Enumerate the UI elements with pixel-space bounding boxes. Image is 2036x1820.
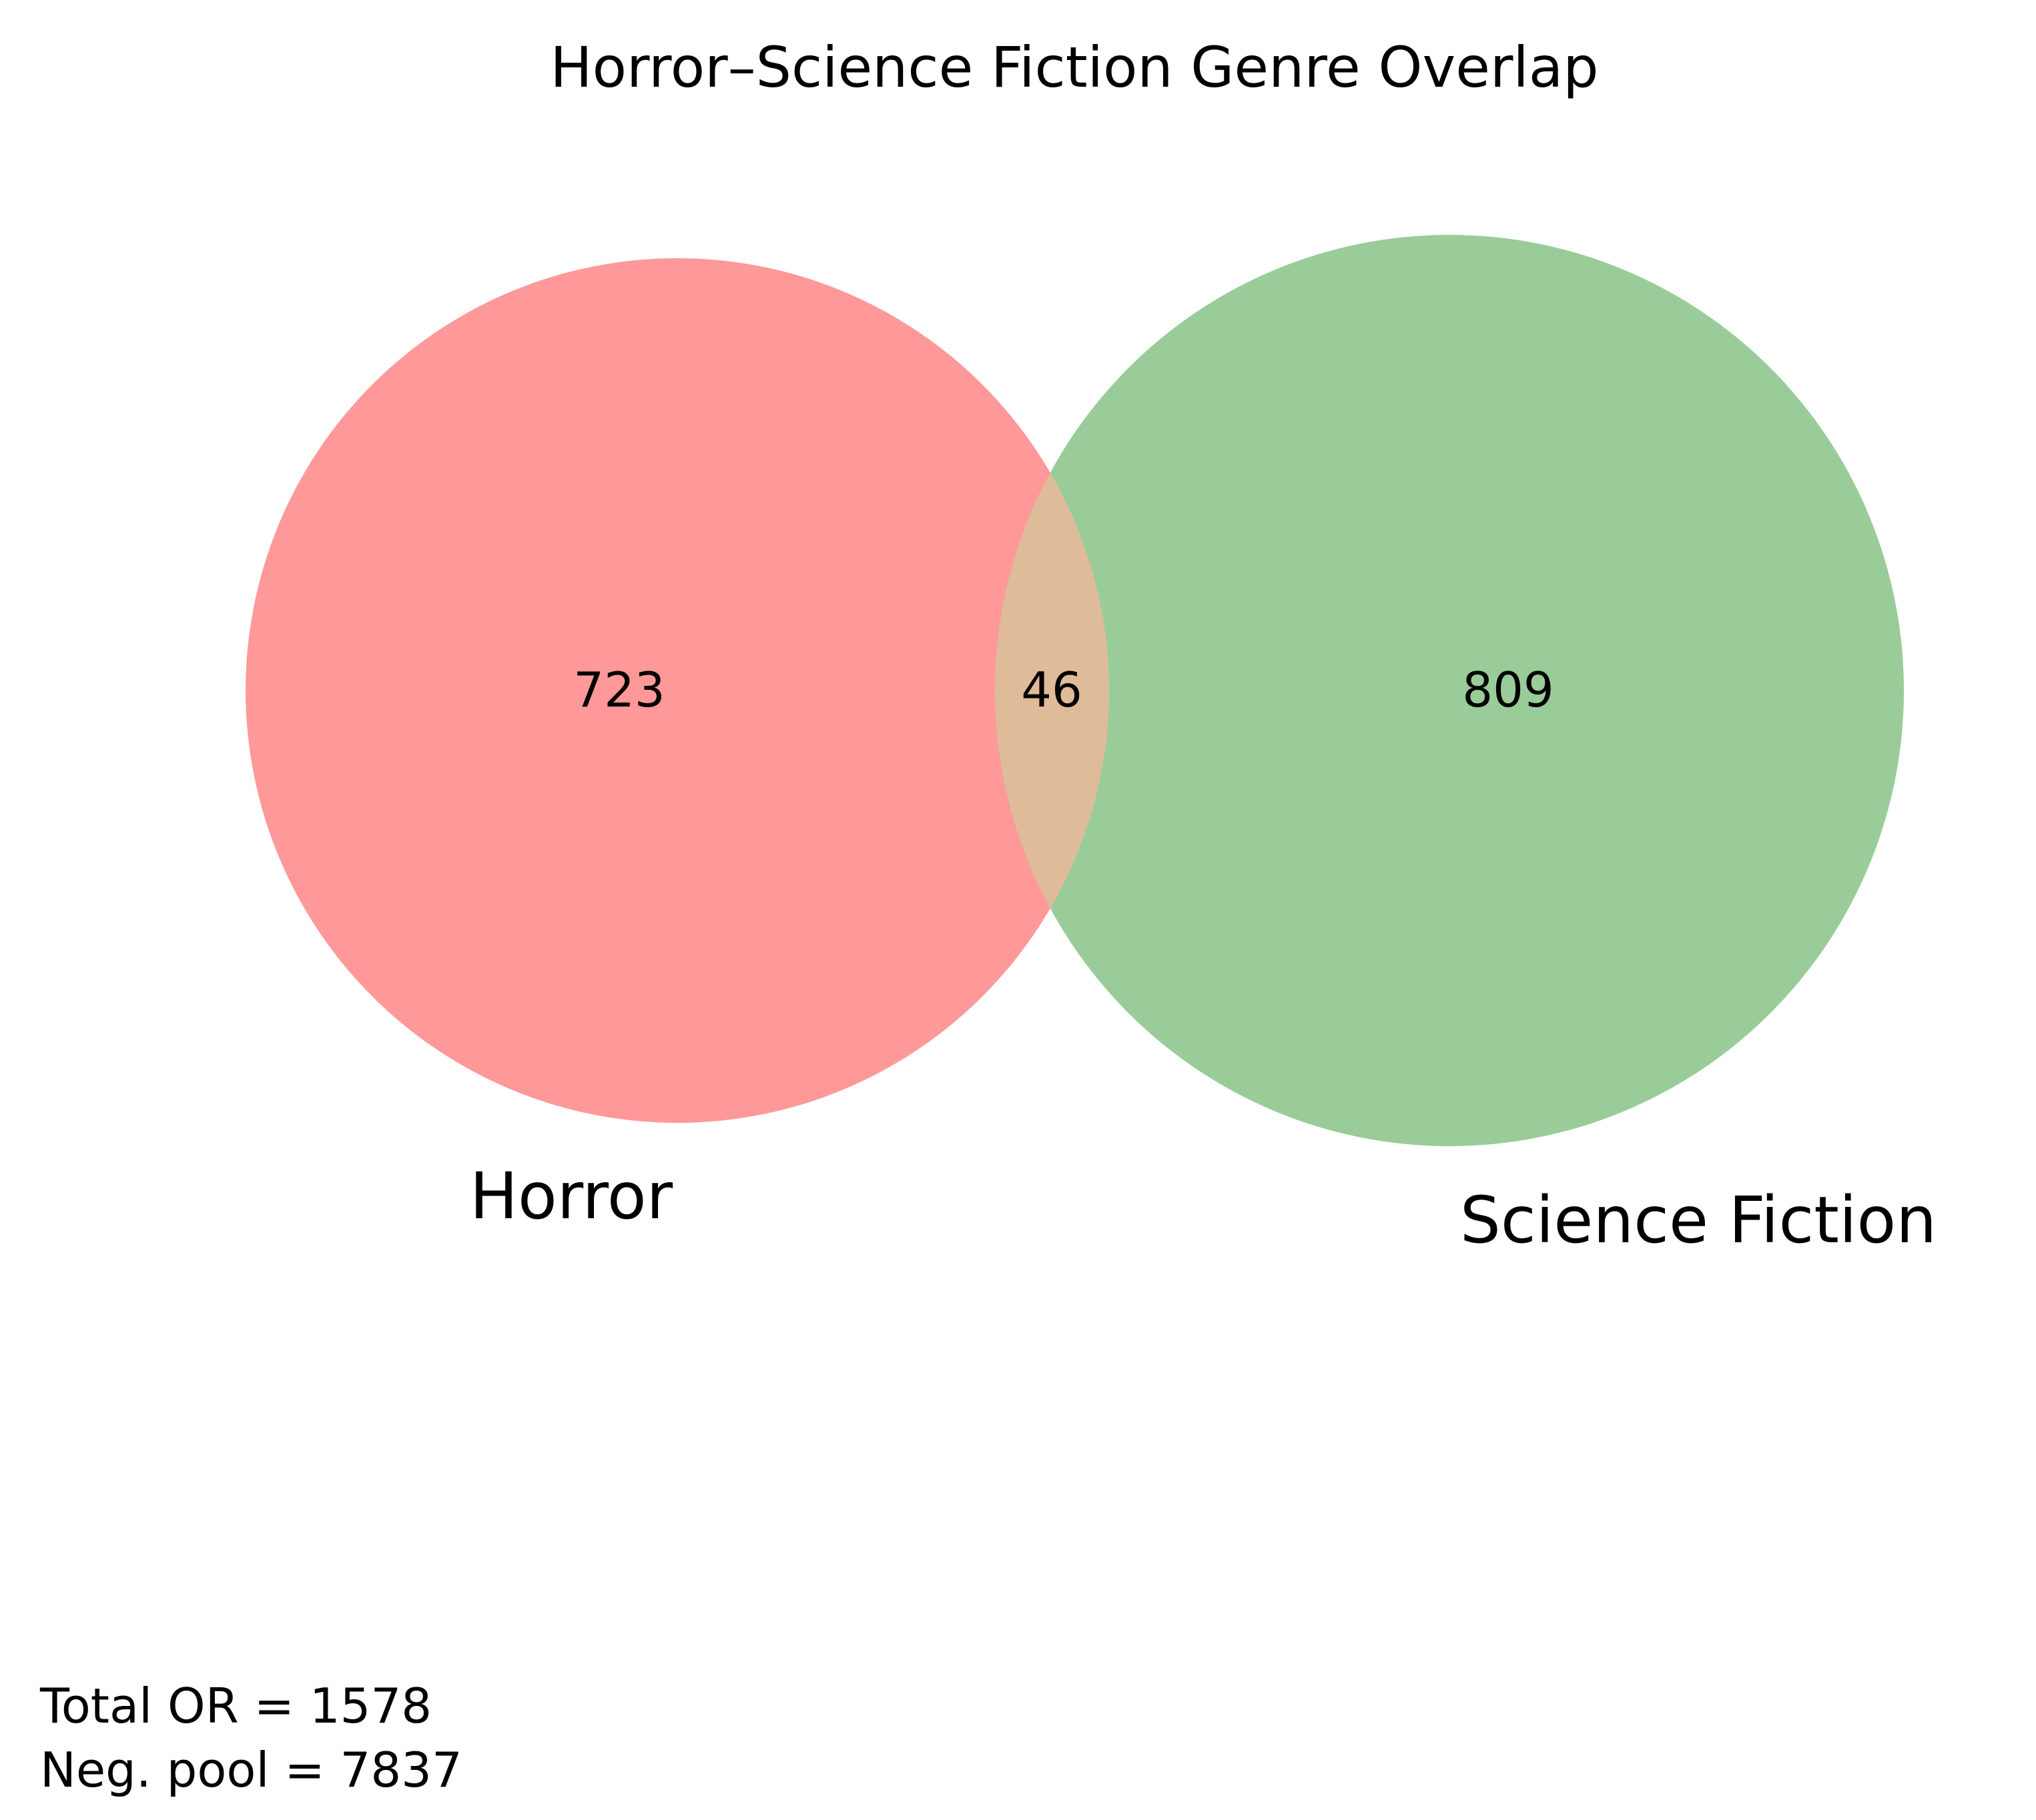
science-fiction-label: Science Fiction <box>1460 1183 1937 1258</box>
horror-circle <box>246 258 1109 1123</box>
horror-only-count: 723 <box>573 662 665 718</box>
total-or-annotation: Total OR = 1578 <box>39 1678 432 1734</box>
intersection-count: 46 <box>1021 662 1082 718</box>
chart-title: Horror–Science Fiction Genre Overlap <box>550 35 1598 100</box>
science-fiction-circle <box>995 235 1904 1146</box>
science-fiction-only-count: 809 <box>1462 662 1554 718</box>
horror-label: Horror <box>470 1159 673 1234</box>
negative-pool-annotation: Neg. pool = 7837 <box>40 1742 462 1798</box>
